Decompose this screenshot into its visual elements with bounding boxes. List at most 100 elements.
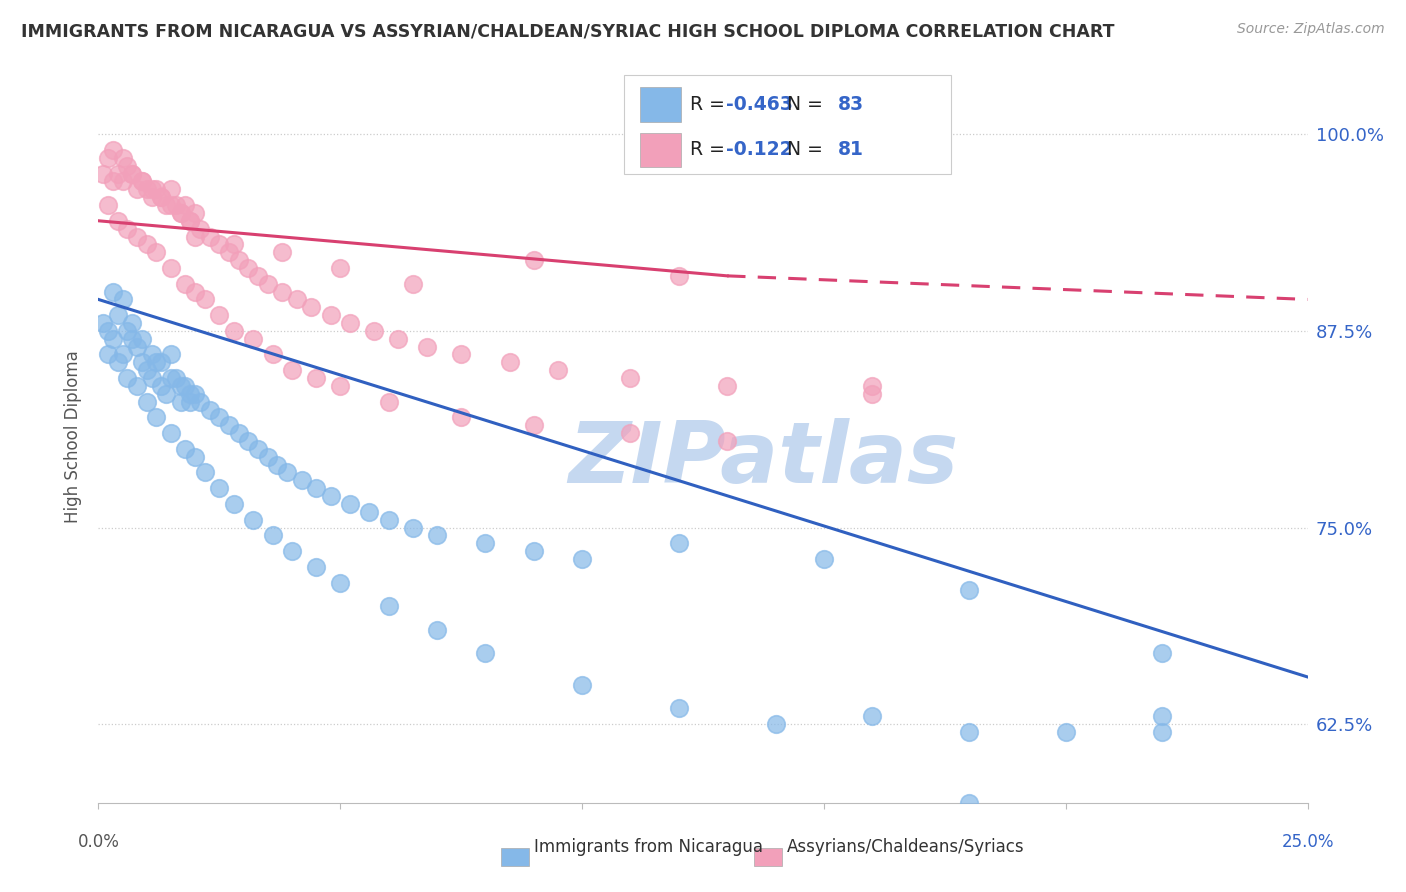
Text: R =: R =: [690, 95, 731, 114]
Text: -0.122: -0.122: [727, 140, 793, 160]
Point: [377, 513, 399, 527]
Point: [141, 190, 163, 204]
Text: ZIPatlas: ZIPatlas: [568, 417, 959, 500]
FancyBboxPatch shape: [640, 87, 681, 121]
Point: [160, 182, 183, 196]
Point: [1152, 709, 1174, 723]
Point: [329, 575, 352, 590]
Point: [377, 599, 399, 614]
Point: [101, 332, 124, 346]
Point: [169, 379, 191, 393]
Point: [957, 796, 980, 810]
Text: Source: ZipAtlas.com: Source: ZipAtlas.com: [1237, 22, 1385, 37]
Point: [188, 221, 211, 235]
Point: [523, 418, 546, 433]
Point: [208, 308, 231, 322]
Point: [208, 481, 231, 495]
Point: [160, 198, 183, 212]
Point: [127, 229, 149, 244]
Point: [238, 434, 260, 448]
Point: [218, 418, 240, 433]
Point: [127, 340, 149, 354]
Point: [359, 505, 381, 519]
Point: [222, 324, 245, 338]
Point: [256, 277, 278, 291]
Point: [416, 340, 439, 354]
Point: [860, 709, 883, 723]
Point: [339, 316, 361, 330]
Point: [101, 143, 124, 157]
Point: [450, 410, 472, 425]
Point: [184, 450, 207, 464]
Point: [131, 174, 153, 188]
Point: [174, 442, 197, 456]
Point: [150, 379, 173, 393]
Point: [262, 528, 284, 542]
Point: [208, 237, 231, 252]
Point: [426, 623, 449, 637]
Point: [121, 167, 143, 181]
Point: [402, 277, 425, 291]
Point: [101, 285, 124, 299]
Point: [117, 371, 139, 385]
Point: [498, 355, 520, 369]
Point: [179, 387, 201, 401]
Text: 83: 83: [838, 95, 865, 114]
Point: [860, 387, 883, 401]
Point: [131, 174, 153, 188]
Point: [228, 426, 250, 441]
Point: [765, 717, 787, 731]
Point: [363, 324, 385, 338]
Point: [450, 347, 472, 361]
Point: [135, 237, 157, 252]
Text: Assyrians/Chaldeans/Syriacs: Assyrians/Chaldeans/Syriacs: [787, 838, 1025, 855]
Point: [131, 332, 153, 346]
Point: [329, 379, 352, 393]
Point: [474, 646, 496, 660]
Point: [262, 347, 284, 361]
Point: [155, 198, 177, 212]
Point: [91, 167, 114, 181]
Point: [117, 221, 139, 235]
Point: [188, 394, 211, 409]
Text: IMMIGRANTS FROM NICARAGUA VS ASSYRIAN/CHALDEAN/SYRIAC HIGH SCHOOL DIPLOMA CORREL: IMMIGRANTS FROM NICARAGUA VS ASSYRIAN/CH…: [21, 22, 1115, 40]
Point: [184, 206, 207, 220]
Point: [247, 268, 270, 283]
Point: [169, 394, 191, 409]
Point: [179, 394, 201, 409]
Point: [150, 190, 173, 204]
FancyBboxPatch shape: [640, 133, 681, 168]
Point: [145, 410, 167, 425]
Point: [194, 466, 217, 480]
Text: N =: N =: [775, 140, 830, 160]
Point: [107, 355, 129, 369]
Point: [319, 308, 342, 322]
Point: [155, 387, 177, 401]
Point: [97, 324, 120, 338]
Point: [117, 324, 139, 338]
Point: [127, 182, 149, 196]
Point: [179, 214, 201, 228]
Point: [247, 442, 270, 456]
Point: [281, 544, 304, 558]
Point: [107, 308, 129, 322]
Point: [184, 285, 207, 299]
Point: [285, 293, 308, 307]
Point: [242, 513, 264, 527]
Point: [228, 253, 250, 268]
Point: [194, 293, 217, 307]
Point: [957, 583, 980, 598]
Point: [299, 301, 322, 315]
Y-axis label: High School Diploma: High School Diploma: [65, 351, 83, 524]
Point: [1152, 646, 1174, 660]
Point: [145, 182, 167, 196]
Point: [305, 559, 328, 574]
Point: [141, 347, 163, 361]
Point: [111, 347, 134, 361]
Point: [111, 151, 134, 165]
Point: [127, 379, 149, 393]
Point: [222, 237, 245, 252]
Text: Immigrants from Nicaragua: Immigrants from Nicaragua: [534, 838, 763, 855]
Point: [121, 316, 143, 330]
Point: [238, 260, 260, 275]
